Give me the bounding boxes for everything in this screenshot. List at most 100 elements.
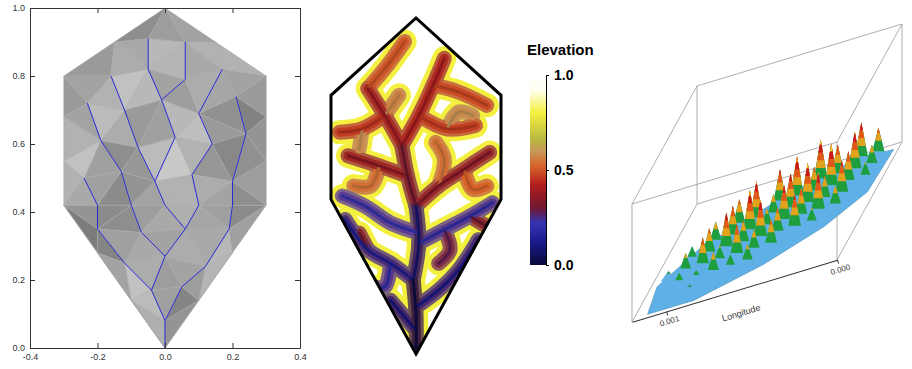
x-axis-tick: -0.2 xyxy=(90,343,106,362)
peak-band xyxy=(807,163,809,168)
mesh-triangle xyxy=(212,134,246,182)
peak-band xyxy=(816,172,820,182)
mesh-triangle xyxy=(165,8,216,42)
tick-mark xyxy=(546,75,549,76)
mesh-triangle xyxy=(185,205,229,229)
mesh-triangle xyxy=(64,141,101,178)
peak-band xyxy=(794,194,796,199)
y-axis-tick: 0.4 xyxy=(12,207,35,217)
channel-link xyxy=(138,147,155,181)
peak-band xyxy=(780,185,789,208)
peak-band xyxy=(654,285,670,293)
peak-band xyxy=(854,132,856,135)
channel-link xyxy=(206,229,230,266)
valley-slope xyxy=(413,206,419,280)
mesh-panel: -0.4-0.20.00.20.40.00.20.40.60.81.0 xyxy=(12,3,306,362)
peak-band xyxy=(792,194,797,207)
peak-band xyxy=(777,169,782,182)
peak-band xyxy=(794,156,801,177)
peak-band xyxy=(713,222,718,230)
peak-band xyxy=(756,200,765,226)
valley-floor xyxy=(368,42,405,89)
valley-slope xyxy=(368,89,402,146)
colorbar-axis-tick: 0.5 xyxy=(546,162,574,178)
peak xyxy=(722,254,738,272)
peak-band xyxy=(822,176,828,186)
peak-band xyxy=(820,139,822,144)
valley-floor xyxy=(413,280,416,354)
valley-slope xyxy=(385,95,399,115)
x-axis-top xyxy=(31,8,301,13)
peak-band xyxy=(797,188,804,204)
peak-band xyxy=(789,173,792,181)
tick-mark xyxy=(295,280,300,281)
channel-link xyxy=(148,39,149,70)
channel-link xyxy=(97,205,98,229)
peak xyxy=(695,237,711,271)
mesh-triangle xyxy=(246,117,266,161)
tick-mark xyxy=(837,260,838,264)
peak-band xyxy=(810,172,826,216)
peak-band xyxy=(760,200,762,203)
peak-band xyxy=(710,222,721,240)
peaks xyxy=(654,123,886,300)
figure: -0.4-0.20.00.20.40.00.20.40.60.81.00.00.… xyxy=(0,0,912,369)
valley-floor xyxy=(470,216,487,226)
valley-outer xyxy=(413,206,419,280)
peak-band xyxy=(678,253,694,276)
peak-band xyxy=(763,219,779,250)
peak-band xyxy=(715,245,725,258)
peak-band xyxy=(817,172,819,175)
catchment-outline xyxy=(331,18,501,354)
tick-label: 1.0 xyxy=(554,67,574,83)
peak-band xyxy=(788,194,801,225)
channel xyxy=(368,42,405,89)
mesh-triangle xyxy=(229,205,266,253)
plot-area xyxy=(648,123,894,315)
peak-band xyxy=(776,169,785,190)
tick-mark xyxy=(165,343,166,348)
peak-band xyxy=(805,163,809,176)
mesh-triangle xyxy=(101,141,138,172)
channel-layer xyxy=(340,42,493,354)
y-axis: 0.00.20.40.60.81.0 xyxy=(12,3,35,353)
colorbar-axis-tick: 0.0 xyxy=(546,257,574,273)
mesh-triangle xyxy=(199,181,233,205)
peak-band xyxy=(741,220,747,230)
peak-band xyxy=(811,208,813,211)
tick-label: 0.0 xyxy=(159,352,172,362)
y-axis-right-tick xyxy=(295,280,300,281)
valley-outer xyxy=(470,216,487,226)
tick-mark xyxy=(30,76,35,77)
peak-band xyxy=(872,128,884,151)
peak-band xyxy=(735,224,740,234)
peak-band xyxy=(757,200,764,218)
y-axis-right xyxy=(295,9,301,349)
valley-floor xyxy=(402,58,445,145)
peak-band xyxy=(752,181,761,207)
channel-link xyxy=(162,100,176,137)
valley-floor-layer xyxy=(340,42,493,354)
tick-mark xyxy=(295,144,300,145)
mesh-triangle xyxy=(216,42,267,76)
channel-link xyxy=(199,113,213,144)
channel xyxy=(402,146,416,206)
box-edge xyxy=(632,86,697,204)
peak xyxy=(804,208,820,229)
peak-band xyxy=(748,230,759,248)
peak xyxy=(654,285,670,293)
peak-band xyxy=(697,237,709,263)
peak-band xyxy=(665,295,681,300)
tick-label: 0.0 xyxy=(554,257,574,273)
tick-mark xyxy=(667,312,668,316)
channel xyxy=(402,58,445,145)
peak-band xyxy=(786,173,795,196)
channel-link xyxy=(199,69,223,113)
peak-band xyxy=(857,123,866,146)
peak-band xyxy=(817,139,824,160)
peak-band xyxy=(752,230,757,238)
peak-band xyxy=(708,228,711,233)
valley-floor xyxy=(416,152,490,206)
peak xyxy=(688,270,704,283)
triangles xyxy=(64,8,267,348)
